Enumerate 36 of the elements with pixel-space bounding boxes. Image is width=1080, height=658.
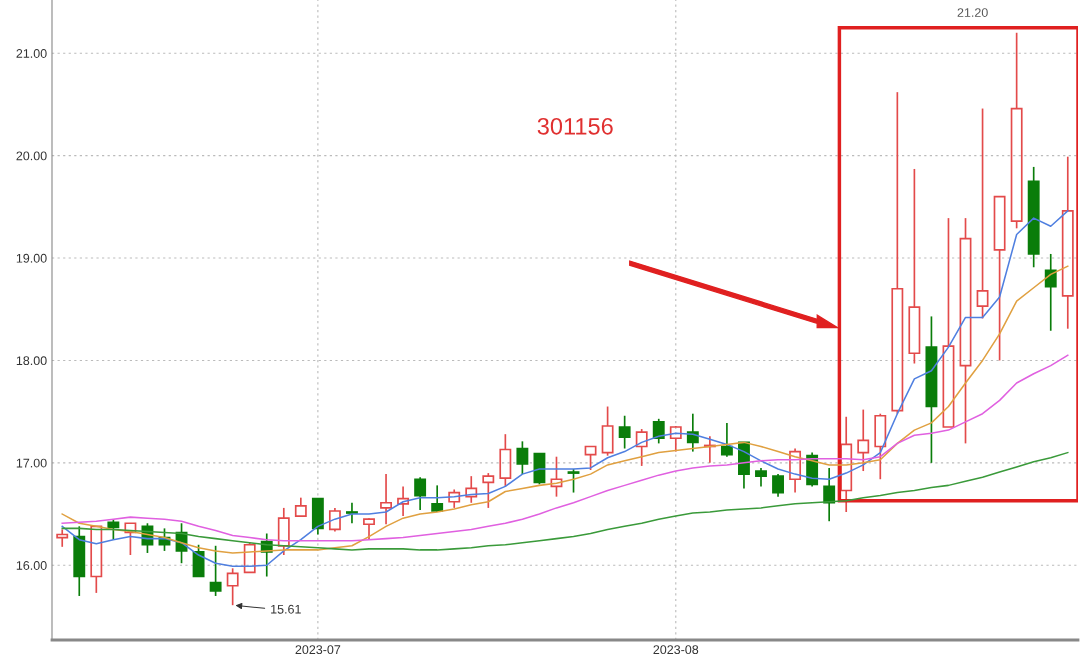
- candlestick: [1044, 253, 1057, 332]
- annotation: 21.20: [957, 8, 988, 17]
- annotation: 15.61: [271, 604, 301, 614]
- candlestick: [1027, 166, 1040, 269]
- candlestick: [823, 467, 836, 523]
- y-tick-label: 21.00: [16, 49, 47, 58]
- candlestick: [294, 496, 307, 517]
- candlestick: [90, 525, 103, 594]
- x-tick-label: 2023-08: [653, 645, 699, 655]
- candlestick: [124, 522, 137, 556]
- candlestick: [56, 528, 69, 548]
- line-series: [61, 265, 1069, 554]
- x-tick-label: 2023-07: [295, 645, 341, 655]
- candlestick: [380, 473, 392, 526]
- annotation: 301156: [537, 117, 613, 135]
- candlestick: [73, 525, 86, 597]
- candlestick: [720, 422, 733, 458]
- candlestick: [942, 217, 955, 428]
- y-tick-label: 18.00: [16, 356, 47, 366]
- candlestick: [465, 475, 478, 504]
- candlestick: [993, 195, 1006, 362]
- candlestick: [397, 485, 410, 517]
- y-tick-label: 19.00: [16, 253, 47, 263]
- candlestick: [857, 408, 870, 472]
- candlestick: [346, 501, 358, 525]
- line-series: [61, 451, 1069, 551]
- y-tick-label: 17.00: [16, 458, 47, 468]
- candlestick: [959, 217, 972, 445]
- line-series: [61, 210, 1069, 568]
- y-tick-label: 20.00: [16, 151, 47, 161]
- candlestick: [925, 315, 938, 464]
- candlestick: [448, 488, 461, 509]
- candlestick: [311, 497, 324, 536]
- candlestick: [1061, 155, 1074, 330]
- candlestick: [840, 415, 853, 513]
- y-tick-label: 16.00: [16, 561, 47, 570]
